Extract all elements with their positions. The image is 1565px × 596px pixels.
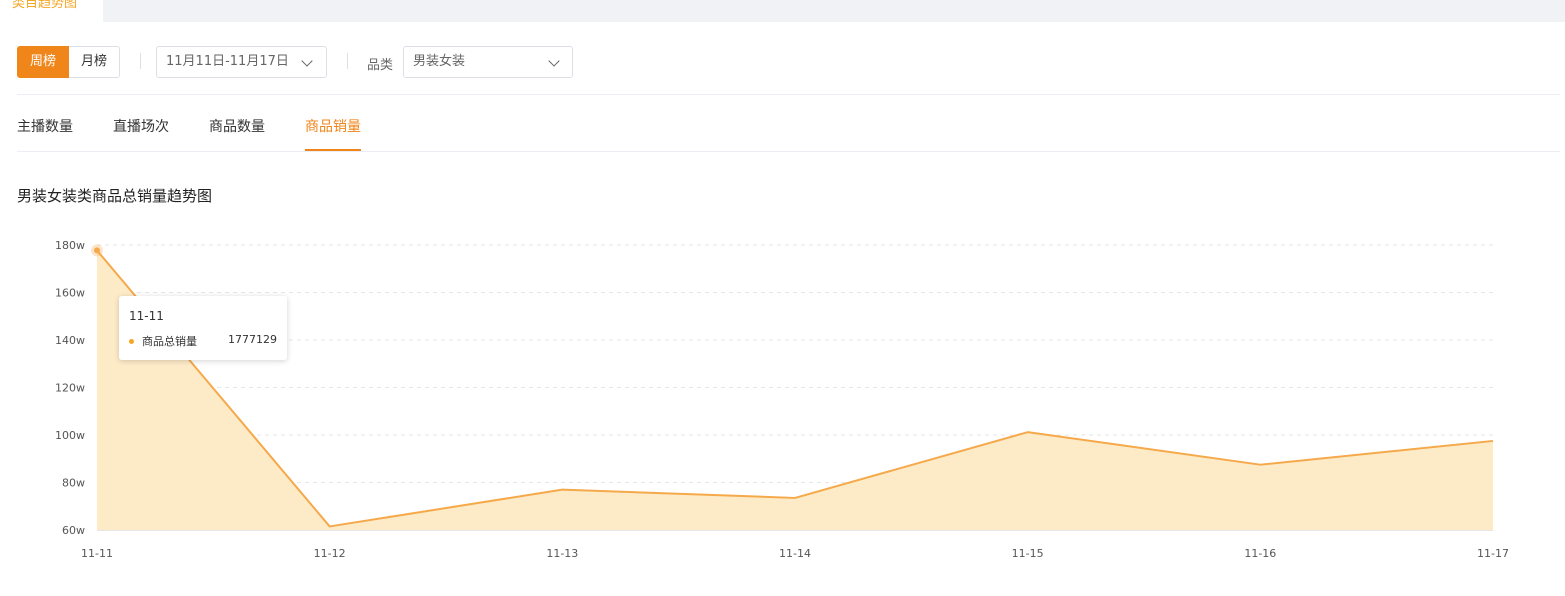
- x-tick-label: 11-16: [1244, 547, 1276, 560]
- date-range-value: 11月11日-11月17日: [166, 54, 289, 69]
- tooltip-series-name: 商品总销量: [142, 335, 197, 348]
- x-tick-label: 11-11: [81, 547, 113, 560]
- series-dot-icon: [129, 339, 134, 344]
- monthly-button[interactable]: 月榜: [69, 46, 121, 78]
- y-tick-label: 160w: [55, 287, 85, 300]
- period-toggle: 周榜 月榜: [17, 46, 121, 78]
- divider: [17, 151, 1560, 152]
- series-line: [96, 249, 1494, 528]
- divider: [140, 53, 141, 69]
- tab-product-count[interactable]: 商品数量: [209, 119, 265, 135]
- y-tick-label: 180w: [55, 239, 85, 252]
- divider: [347, 53, 348, 69]
- category-select[interactable]: 男装女装: [403, 46, 573, 78]
- weekly-button[interactable]: 周榜: [17, 46, 70, 78]
- y-tick-label: 120w: [55, 382, 85, 395]
- series-area: [97, 250, 1493, 530]
- top-tab-label: 类目趋势图: [12, 0, 78, 11]
- top-tab[interactable]: 类目趋势图: [0, 0, 103, 22]
- chart-title: 男装女装类商品总销量趋势图: [17, 187, 213, 205]
- tab-product-sales[interactable]: 商品销量: [305, 119, 361, 135]
- category-value: 男装女装: [413, 54, 466, 69]
- divider: [17, 94, 1560, 95]
- x-tick-label: 11-13: [546, 547, 578, 560]
- data-point: [94, 247, 100, 254]
- y-tick-label: 80w: [62, 477, 85, 490]
- top-tab-bar: [0, 0, 1565, 22]
- x-tick-label: 11-17: [1477, 547, 1509, 560]
- x-tick-label: 11-15: [1012, 547, 1044, 560]
- category-label: 品类: [367, 58, 394, 73]
- chart-tooltip: 11-11 商品总销量 1777129: [119, 296, 287, 360]
- active-tab-indicator: [305, 149, 361, 151]
- y-tick-label: 60w: [62, 524, 85, 537]
- tooltip-date: 11-11: [129, 309, 164, 323]
- x-tick-label: 11-14: [779, 547, 811, 560]
- tab-live-sessions[interactable]: 直播场次: [113, 119, 169, 135]
- tooltip-value: 1777129: [228, 333, 277, 346]
- y-tick-label: 140w: [55, 334, 85, 347]
- date-range-select[interactable]: 11月11日-11月17日: [156, 46, 327, 78]
- y-tick-label: 100w: [55, 429, 85, 442]
- tab-anchor-count[interactable]: 主播数量: [17, 119, 73, 135]
- x-tick-label: 11-12: [314, 547, 346, 560]
